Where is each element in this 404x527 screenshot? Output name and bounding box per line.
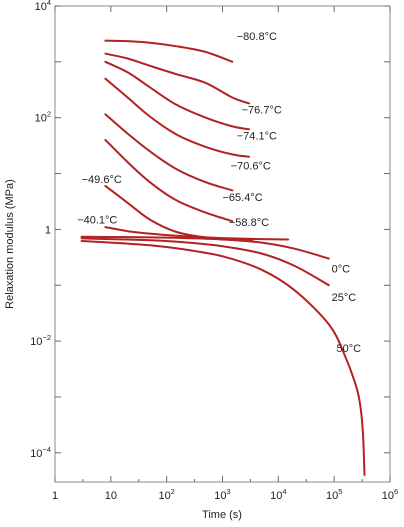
series-label: −70.6°C xyxy=(231,160,271,172)
series-label: −65.4°C xyxy=(223,192,263,204)
x-tick-label: 103 xyxy=(214,487,230,502)
series-label: −40.1°C xyxy=(77,215,117,227)
series-line xyxy=(80,240,366,476)
series-label: −49.6°C xyxy=(82,174,122,186)
series-line xyxy=(104,52,251,105)
series-label: 0°C xyxy=(332,263,351,275)
y-tick-label: 104 xyxy=(35,0,51,13)
series-line xyxy=(104,77,251,158)
x-tick-label: 10 xyxy=(105,490,117,502)
series-label: −76.7°C xyxy=(242,105,282,117)
series-line xyxy=(104,39,234,63)
x-tick-label: 105 xyxy=(326,487,342,502)
series-line xyxy=(80,237,330,287)
y-tick-label: 10−2 xyxy=(30,333,51,348)
series-line xyxy=(104,226,290,241)
series-line xyxy=(80,235,330,260)
y-tick-label: 10−4 xyxy=(30,445,51,460)
y-tick-label: 102 xyxy=(35,110,51,125)
plot-frame xyxy=(54,5,391,483)
y-tick-label: 1 xyxy=(45,224,51,236)
series-line xyxy=(104,113,234,192)
x-axis-label: Time (s) xyxy=(202,509,242,521)
x-tick-label: 102 xyxy=(158,487,174,502)
series-line xyxy=(104,60,251,131)
x-tick-label: 106 xyxy=(382,487,398,502)
series-label: 50°C xyxy=(336,343,361,355)
series-label: −74.1°C xyxy=(237,131,277,143)
y-axis-label: Relaxation modulus (MPa) xyxy=(4,179,16,309)
series-label: −80.8°C xyxy=(237,31,277,43)
x-tick-label: 104 xyxy=(270,487,286,502)
series-label: 25°C xyxy=(332,292,357,304)
series-label: −58.8°C xyxy=(229,217,269,229)
x-tick-label: 1 xyxy=(52,490,58,502)
series-line xyxy=(104,138,234,223)
